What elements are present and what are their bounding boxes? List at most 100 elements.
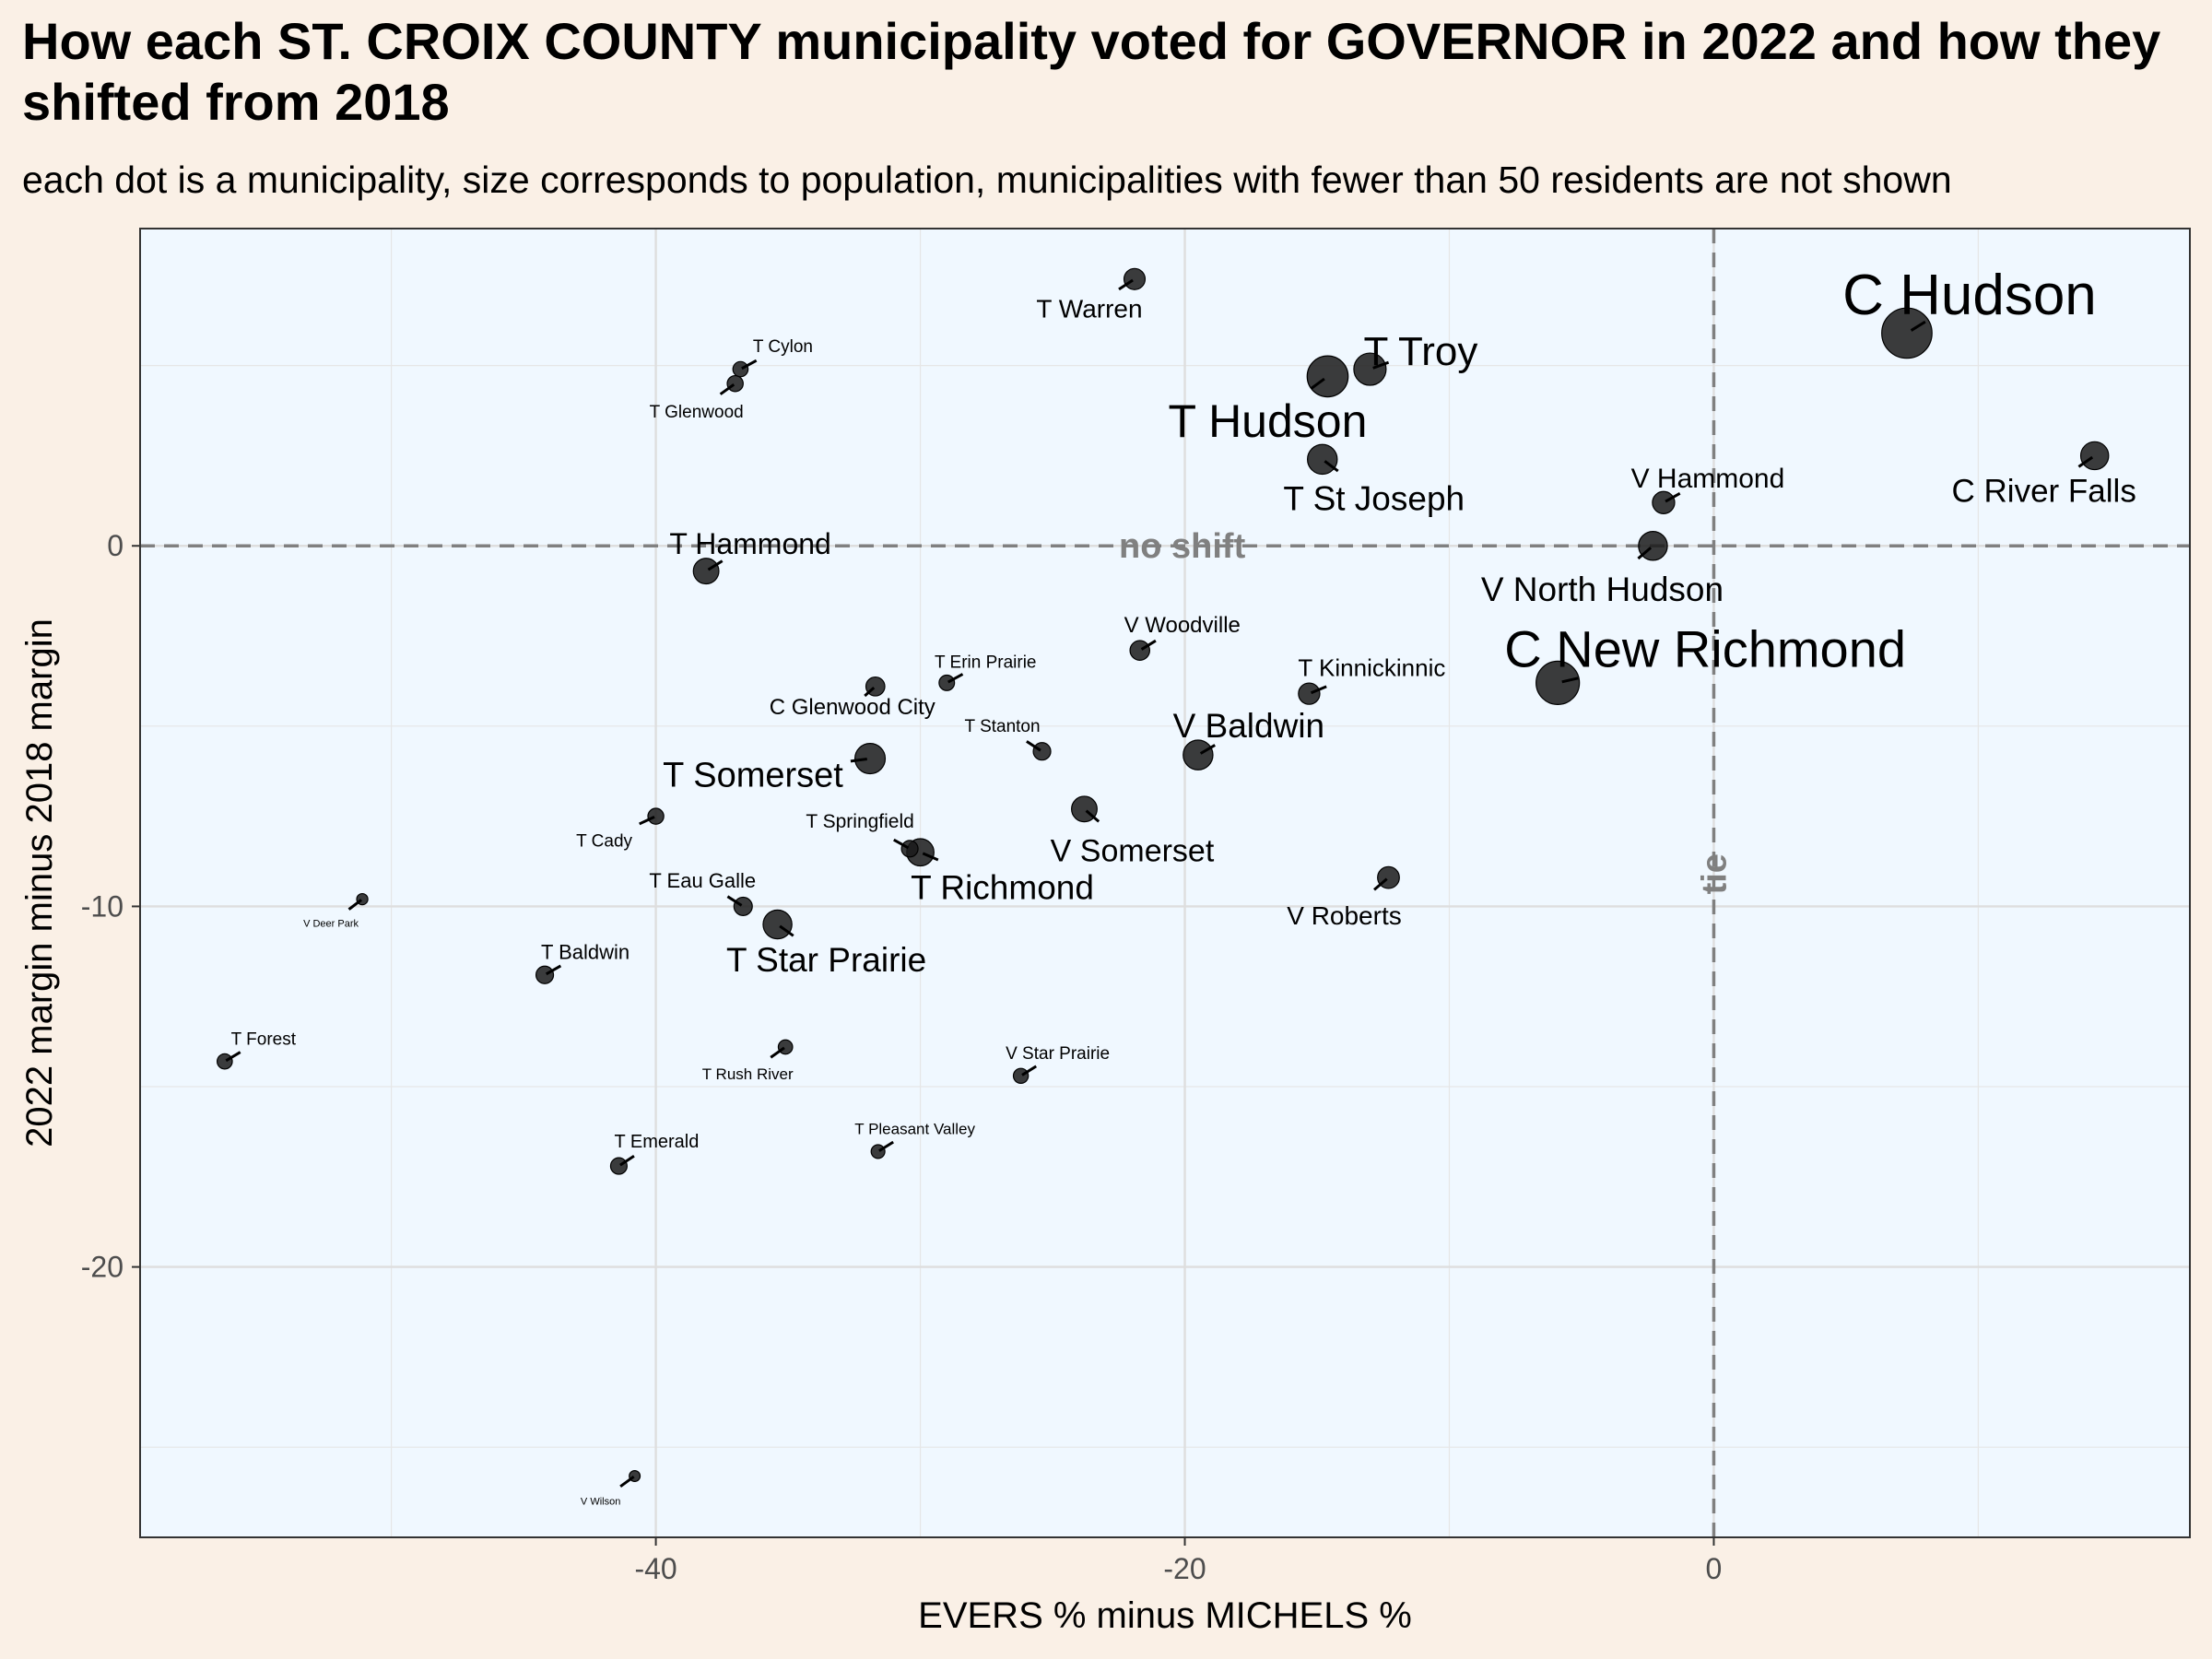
point-t-star-prairie	[762, 909, 793, 940]
leader-t-kinnickinnic	[1310, 685, 1327, 695]
chart-title: How each ST. CROIX COUNTY municipality v…	[22, 12, 2161, 131]
label-t-st-joseph: T St Joseph	[1283, 479, 1465, 517]
leader-t-glenwood	[719, 382, 735, 395]
label-t-rush-river: T Rush River	[702, 1065, 794, 1083]
x-tick-label: -20	[1163, 1552, 1206, 1585]
point-t-troy	[1353, 352, 1387, 386]
point-t-eau-galle	[733, 896, 753, 916]
label-v-baldwin: V Baldwin	[1173, 707, 1325, 745]
label-t-hudson: T Hudson	[1169, 395, 1368, 447]
point-t-baldwin	[535, 965, 555, 984]
leader-v-hammond	[1665, 491, 1681, 503]
label-t-baldwin: T Baldwin	[541, 940, 629, 963]
label-v-somerset: V Somerset	[1051, 834, 1215, 869]
label-t-eau-galle: T Eau Galle	[649, 869, 756, 892]
label-v-woodville: V Woodville	[1124, 613, 1241, 638]
label-v-north-hudson: V North Hudson	[1481, 571, 1724, 608]
x-tick-label: -40	[634, 1552, 677, 1585]
point-t-cady	[647, 807, 665, 825]
point-t-hammond	[692, 558, 720, 585]
plot-panel	[140, 229, 2190, 1537]
label-v-star-prairie: V Star Prairie	[1006, 1044, 1110, 1064]
reference-lines: no shift tie	[140, 229, 2190, 1537]
point-c-river-falls	[2079, 441, 2110, 471]
data-points	[217, 267, 2110, 1482]
point-t-pleasant-valley	[870, 1144, 886, 1159]
label-v-deer-park: V Deer Park	[303, 918, 359, 929]
y-tick-label: 0	[107, 529, 124, 562]
leader-t-warren	[1118, 278, 1134, 291]
leader-t-hudson	[1310, 377, 1325, 390]
leader-t-emerald	[619, 1154, 635, 1167]
leader-c-glenwood-city	[864, 687, 876, 698]
tie-label: tie	[1695, 853, 1734, 894]
point-t-st-joseph	[1307, 443, 1338, 476]
y-axis-title: 2022 margin minus 2018 margin	[19, 618, 60, 1147]
leader-t-forest	[225, 1051, 241, 1063]
label-t-somerset: T Somerset	[663, 756, 843, 794]
leader-c-hudson	[1910, 320, 1926, 332]
label-c-glenwood-city: C Glenwood City	[770, 695, 935, 720]
label-c-river-falls: C River Falls	[1952, 474, 2136, 510]
label-t-troy: T Troy	[1363, 329, 1477, 374]
leader-t-pleasant-valley	[878, 1140, 894, 1152]
leader-t-richmond	[922, 852, 939, 862]
label-t-warren: T Warren	[1036, 295, 1142, 324]
point-t-cylon	[732, 360, 749, 378]
label-v-hammond: V Hammond	[1631, 464, 1785, 494]
leader-t-cylon	[741, 359, 758, 371]
plot-border	[139, 228, 2191, 1538]
point-labels: C Hudson C New Richmond T Hudson T Troy T So…	[225, 264, 2136, 1507]
label-t-richmond: T Richmond	[911, 869, 1094, 907]
leader-c-new-richmond	[1561, 677, 1579, 684]
leader-t-cady	[639, 815, 655, 826]
label-t-glenwood: T Glenwood	[650, 403, 744, 422]
label-t-kinnickinnic: T Kinnickinnic	[1298, 654, 1445, 682]
label-t-stanton: T Stanton	[965, 717, 1041, 736]
leader-t-stanton	[1026, 740, 1041, 752]
point-c-new-richmond	[1535, 660, 1581, 705]
point-v-star-prairie	[1012, 1067, 1030, 1084]
y-tick-label: -10	[81, 889, 124, 923]
label-t-star-prairie: T Star Prairie	[726, 941, 926, 979]
axes: -40 -20 0 -20 -10 0	[81, 529, 1723, 1585]
label-t-cylon: T Cylon	[753, 337, 813, 357]
leader-c-river-falls	[2077, 455, 2094, 468]
label-t-springfield: T Springfield	[806, 811, 914, 832]
point-c-hudson	[1881, 307, 1933, 359]
point-t-hudson	[1306, 355, 1349, 398]
leader-v-wilson	[619, 1475, 635, 1488]
leader-t-erin-prairie	[947, 673, 964, 684]
leader-v-somerset	[1085, 809, 1100, 823]
label-v-roberts: V Roberts	[1287, 901, 1402, 930]
point-t-stanton	[1032, 742, 1052, 761]
label-c-new-richmond: C New Richmond	[1504, 619, 1906, 677]
no-shift-label: no shift	[1119, 527, 1246, 566]
leader-v-north-hudson	[1637, 547, 1653, 560]
leader-t-rush-river	[770, 1046, 785, 1059]
point-t-springfield	[900, 840, 919, 858]
leader-t-eau-galle	[726, 895, 743, 907]
label-t-pleasant-valley: T Pleasant Valley	[854, 1120, 975, 1137]
leader-t-springfield	[893, 838, 910, 850]
leader-v-deer-park	[347, 899, 363, 911]
point-v-hammond	[1652, 490, 1676, 514]
x-tick-label: 0	[1706, 1552, 1723, 1585]
chart-subtitle: each dot is a municipality, size corresp…	[22, 159, 1952, 201]
label-c-hudson: C Hudson	[1842, 264, 2097, 327]
point-t-forest	[217, 1053, 233, 1070]
leader-v-woodville	[1140, 639, 1157, 651]
label-t-emerald: T Emerald	[614, 1132, 699, 1152]
point-t-emerald	[609, 1157, 628, 1175]
leader-t-somerset	[850, 757, 867, 763]
point-t-somerset	[853, 742, 887, 775]
leader-v-star-prairie	[1021, 1065, 1038, 1077]
point-t-erin-prairie	[938, 674, 956, 691]
leader-v-baldwin	[1199, 744, 1216, 755]
point-v-woodville	[1129, 640, 1151, 661]
leader-t-baldwin	[545, 964, 562, 976]
leader-t-hammond	[707, 559, 724, 571]
point-v-baldwin	[1182, 739, 1214, 771]
point-t-warren	[1123, 267, 1147, 290]
